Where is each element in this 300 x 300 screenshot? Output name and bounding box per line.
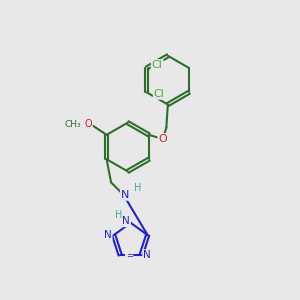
Text: CH₃: CH₃	[64, 120, 81, 129]
Text: =: =	[126, 251, 133, 260]
Text: O: O	[84, 119, 92, 129]
Text: Cl: Cl	[152, 60, 163, 70]
Text: Cl: Cl	[154, 89, 165, 99]
Text: N: N	[121, 190, 129, 200]
Text: H: H	[134, 183, 142, 193]
Text: N: N	[122, 216, 130, 226]
Text: O: O	[158, 134, 167, 144]
Text: N: N	[143, 250, 151, 260]
Text: N: N	[104, 230, 112, 240]
Text: H: H	[115, 210, 122, 220]
